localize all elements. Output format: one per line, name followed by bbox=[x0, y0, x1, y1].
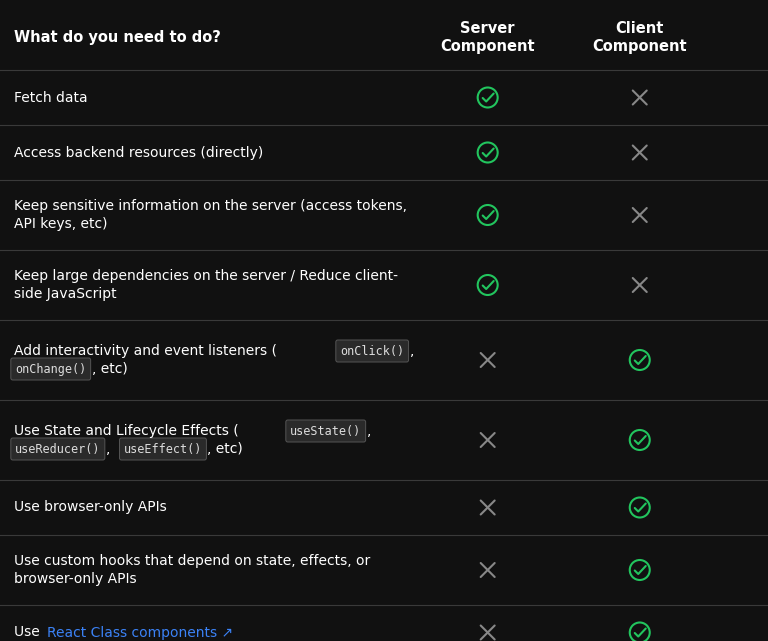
Text: browser-only APIs: browser-only APIs bbox=[14, 572, 137, 586]
Text: side JavaScript: side JavaScript bbox=[14, 287, 117, 301]
Text: ,: , bbox=[366, 424, 371, 438]
Text: Use: Use bbox=[14, 626, 44, 640]
Text: Use custom hooks that depend on state, effects, or: Use custom hooks that depend on state, e… bbox=[14, 554, 370, 568]
FancyBboxPatch shape bbox=[11, 358, 91, 380]
Text: ,: , bbox=[409, 344, 414, 358]
Text: What do you need to do?: What do you need to do? bbox=[14, 30, 220, 45]
Text: , etc): , etc) bbox=[207, 442, 243, 456]
Text: Access backend resources (directly): Access backend resources (directly) bbox=[14, 146, 263, 160]
Text: Keep large dependencies on the server / Reduce client-: Keep large dependencies on the server / … bbox=[14, 269, 398, 283]
FancyBboxPatch shape bbox=[336, 340, 409, 362]
FancyBboxPatch shape bbox=[286, 420, 366, 442]
Text: Use State and Lifecycle Effects (: Use State and Lifecycle Effects ( bbox=[14, 424, 239, 438]
FancyBboxPatch shape bbox=[11, 438, 104, 460]
FancyBboxPatch shape bbox=[120, 438, 207, 460]
Text: Client
Component: Client Component bbox=[592, 21, 687, 54]
Text: Fetch data: Fetch data bbox=[14, 90, 88, 104]
Text: API keys, etc): API keys, etc) bbox=[14, 217, 108, 231]
Text: onClick(): onClick() bbox=[340, 344, 404, 358]
Text: Keep sensitive information on the server (access tokens,: Keep sensitive information on the server… bbox=[14, 199, 407, 213]
Text: onChange(): onChange() bbox=[15, 363, 86, 376]
Text: useEffect(): useEffect() bbox=[124, 442, 202, 456]
Text: Use browser-only APIs: Use browser-only APIs bbox=[14, 501, 167, 515]
Text: useReducer(): useReducer() bbox=[15, 442, 101, 456]
Text: React Class components ↗: React Class components ↗ bbox=[47, 626, 233, 640]
Text: Server
Component: Server Component bbox=[440, 21, 535, 54]
Text: , etc): , etc) bbox=[91, 362, 127, 376]
Text: ,: , bbox=[106, 442, 114, 456]
Text: useState(): useState() bbox=[290, 424, 362, 438]
Text: Add interactivity and event listeners (: Add interactivity and event listeners ( bbox=[14, 344, 276, 358]
